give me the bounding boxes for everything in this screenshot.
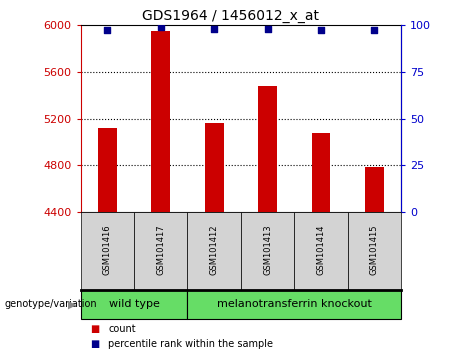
Text: GDS1964 / 1456012_x_at: GDS1964 / 1456012_x_at [142, 9, 319, 23]
Bar [151, 31, 170, 212]
Bar [98, 128, 117, 212]
Text: percentile rank within the sample: percentile rank within the sample [108, 339, 273, 349]
Point [317, 28, 325, 33]
Text: GSM101414: GSM101414 [316, 224, 325, 275]
Text: ▶: ▶ [68, 299, 76, 309]
Text: melanotransferrin knockout: melanotransferrin knockout [217, 299, 372, 309]
Text: GSM101415: GSM101415 [370, 224, 379, 275]
Text: GSM101417: GSM101417 [156, 224, 165, 275]
Bar [312, 133, 331, 212]
Text: count: count [108, 324, 136, 333]
Text: ■: ■ [90, 324, 99, 333]
Text: wild type: wild type [109, 299, 160, 309]
Text: genotype/variation: genotype/variation [5, 299, 97, 309]
Text: GSM101416: GSM101416 [103, 224, 112, 275]
Point [371, 28, 378, 33]
Text: GSM101412: GSM101412 [210, 224, 219, 275]
Bar [205, 123, 224, 212]
Point [104, 28, 111, 33]
Point [211, 26, 218, 32]
Text: ■: ■ [90, 339, 99, 349]
Bar [258, 86, 277, 212]
Point [157, 24, 165, 29]
Point [264, 26, 271, 32]
Bar [365, 167, 384, 212]
Text: GSM101413: GSM101413 [263, 224, 272, 275]
